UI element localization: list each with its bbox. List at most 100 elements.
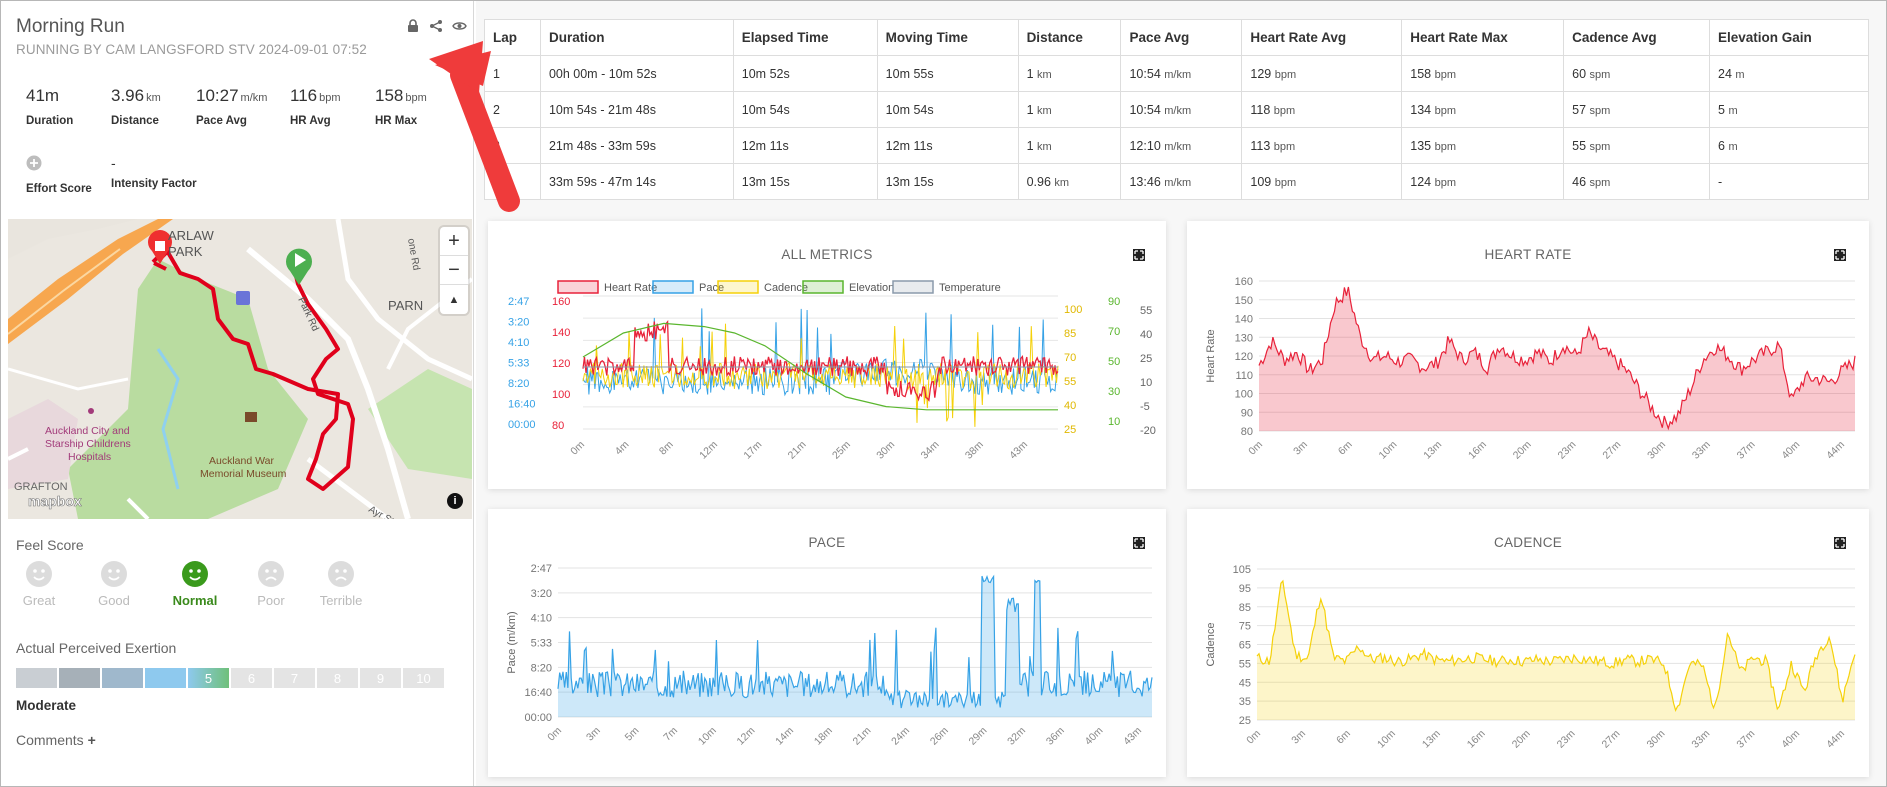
x-tick-label: 26m — [928, 724, 951, 747]
x-tick-label: 23m — [1555, 727, 1578, 750]
pace-card: PACE 2:47 3:20 4:10 5:33 8:20 16:40 00:00 Pace … — [488, 509, 1166, 777]
unit-label: bpm — [1274, 176, 1297, 189]
plus-circle-icon[interactable] — [26, 155, 92, 176]
x-tick-label: 17m — [741, 438, 764, 461]
table-cell: 55 spm — [1563, 127, 1711, 164]
exertion-level-7[interactable]: 7 — [274, 668, 315, 688]
zoom-in-button[interactable]: + — [440, 227, 468, 256]
feel-option-normal[interactable]: Normal — [165, 561, 225, 608]
zoom-out-button[interactable]: − — [440, 256, 468, 285]
y-tick-label: 2:47 — [531, 563, 552, 575]
table-cell: 10:54 m/km — [1120, 55, 1243, 92]
column-header[interactable]: Heart Rate Avg — [1241, 19, 1403, 56]
lock-icon[interactable] — [406, 19, 420, 33]
y-tick-label: 130 — [1235, 332, 1253, 344]
feel-option-label: Great — [22, 593, 56, 608]
table-cell: 12m 11s — [876, 127, 1019, 164]
fullscreen-icon[interactable] — [1834, 536, 1846, 549]
exertion-level-3[interactable] — [102, 668, 143, 688]
table-row[interactable]: 1 00h 00m - 10m 52s 10m 52s 10m 55s 1 km 10:5… — [484, 55, 1869, 92]
y-tick-label: 140 — [1235, 314, 1253, 326]
exertion-level-4[interactable] — [145, 668, 186, 688]
unit-label: spm — [1589, 68, 1611, 81]
table-cell: 1 km — [1017, 91, 1122, 128]
exertion-level-9[interactable]: 9 — [360, 668, 401, 688]
unit-label: m — [1735, 68, 1745, 81]
map-label-hospital-1: Auckland City and — [45, 425, 130, 437]
exertion-level-2[interactable] — [59, 668, 100, 688]
stat-hr-avg: 116 bpm HR Avg — [290, 86, 341, 127]
map-label-hospital-2: Starship Childrens — [45, 438, 131, 450]
x-tick-label: 34m — [919, 438, 942, 461]
feel-option-good[interactable]: Good — [84, 561, 144, 608]
share-icon[interactable] — [429, 19, 443, 33]
column-header[interactable]: Cadence Avg — [1563, 19, 1711, 56]
fullscreen-icon[interactable] — [1133, 536, 1145, 549]
compass-button[interactable]: ▲ — [448, 293, 460, 306]
info-icon[interactable]: i — [447, 493, 463, 509]
y-tick-label: 00:00 — [524, 712, 552, 724]
unit-label: bpm — [1434, 140, 1456, 153]
x-tick-label: 30m — [1644, 727, 1667, 750]
x-tick-label: 0m — [1246, 438, 1265, 457]
all-metrics-chart[interactable]: Heart Rate Pace Cadence Elevation Temperatur… — [488, 221, 1166, 489]
legend-swatch — [717, 280, 759, 294]
table-row[interactable]: 2 10m 54s - 21m 48s 10m 54s 10m 54s 1 km 10:5… — [484, 91, 1869, 128]
column-header[interactable]: Moving Time — [876, 19, 1019, 56]
y-tick-label: 110 — [1235, 370, 1253, 382]
fullscreen-icon[interactable] — [1133, 248, 1145, 261]
feel-option-label: Normal — [172, 593, 218, 608]
column-header[interactable]: Elapsed Time — [732, 19, 878, 56]
heart-rate-chart[interactable]: 160 150 140 130 120 110 100 90 80 Heart Rate 0m 3m 6… — [1187, 221, 1869, 489]
stat-hr-max: 158 bpm HR Max — [375, 86, 427, 127]
column-header[interactable]: Lap — [484, 19, 541, 56]
feel-option-terrible[interactable]: Terrible — [311, 561, 371, 608]
x-tick-label: 21m — [786, 438, 809, 461]
pace-chart[interactable]: 2:47 3:20 4:10 5:33 8:20 16:40 00:00 Pace (m/km… — [488, 509, 1166, 777]
exertion-level-10[interactable]: 10 — [403, 668, 444, 688]
table-cell: 00h 00m - 10m 52s — [539, 55, 734, 92]
exertion-level-8[interactable]: 8 — [317, 668, 358, 688]
laps-table: Lap Duration Elapsed Time Moving Time Distan… — [484, 19, 1869, 200]
comments-toggle[interactable]: Comments + — [16, 732, 96, 748]
column-header[interactable]: Heart Rate Max — [1401, 19, 1565, 56]
x-tick-label: 33m — [1690, 438, 1713, 461]
stat-duration: 41m Duration — [26, 86, 73, 127]
x-tick-label: 30m — [1645, 438, 1668, 461]
column-header[interactable]: Elevation Gain — [1709, 19, 1869, 56]
table-cell: 10m 55s — [876, 55, 1019, 92]
add-comment-icon[interactable]: + — [87, 732, 96, 748]
table-cell: 10m 54s — [876, 91, 1019, 128]
feel-option-poor[interactable]: Poor — [241, 561, 301, 608]
series-area — [558, 576, 1152, 717]
hr-tick-label: 140 — [552, 327, 570, 339]
elevation-tick-label: 10 — [1108, 416, 1120, 428]
y-tick-label: 45 — [1239, 677, 1251, 689]
hr-line — [582, 319, 1059, 402]
y-tick-label: 8:20 — [531, 662, 552, 674]
x-tick-label: 43m — [1121, 724, 1144, 747]
cadence-chart[interactable]: 105 95 85 75 65 55 45 35 25 Cadence 0m 3m 6m 10m 13m 16… — [1187, 509, 1869, 777]
x-tick-label: 18m — [812, 724, 835, 747]
exertion-level-5[interactable]: 5 — [188, 668, 229, 688]
exertion-level-1[interactable] — [16, 668, 57, 688]
unit-label: spm — [1589, 104, 1611, 117]
x-tick-label: 40m — [1083, 724, 1106, 747]
activity-subtitle: RUNNING BY CAM LANGSFORD STV 2024-09-01 … — [16, 42, 367, 57]
elevation-line — [582, 322, 1058, 411]
exertion-level-6[interactable]: 6 — [231, 668, 272, 688]
x-tick-label: 3m — [1289, 727, 1308, 746]
fullscreen-icon[interactable] — [1834, 248, 1846, 261]
table-cell: 124 bpm — [1401, 163, 1565, 200]
feel-option-great[interactable]: Great — [9, 561, 69, 608]
column-header[interactable]: Duration — [539, 19, 734, 56]
eye-icon[interactable] — [452, 19, 467, 33]
cadence-tick-label: 55 — [1064, 376, 1076, 388]
route-map[interactable]: ARLAW PARK PARN Auckland City and Starsh… — [8, 219, 472, 519]
column-header[interactable]: Pace Avg — [1120, 19, 1243, 56]
header-icons — [406, 19, 467, 33]
column-header[interactable]: Distance — [1017, 19, 1122, 56]
unit-label: km — [1037, 140, 1052, 153]
